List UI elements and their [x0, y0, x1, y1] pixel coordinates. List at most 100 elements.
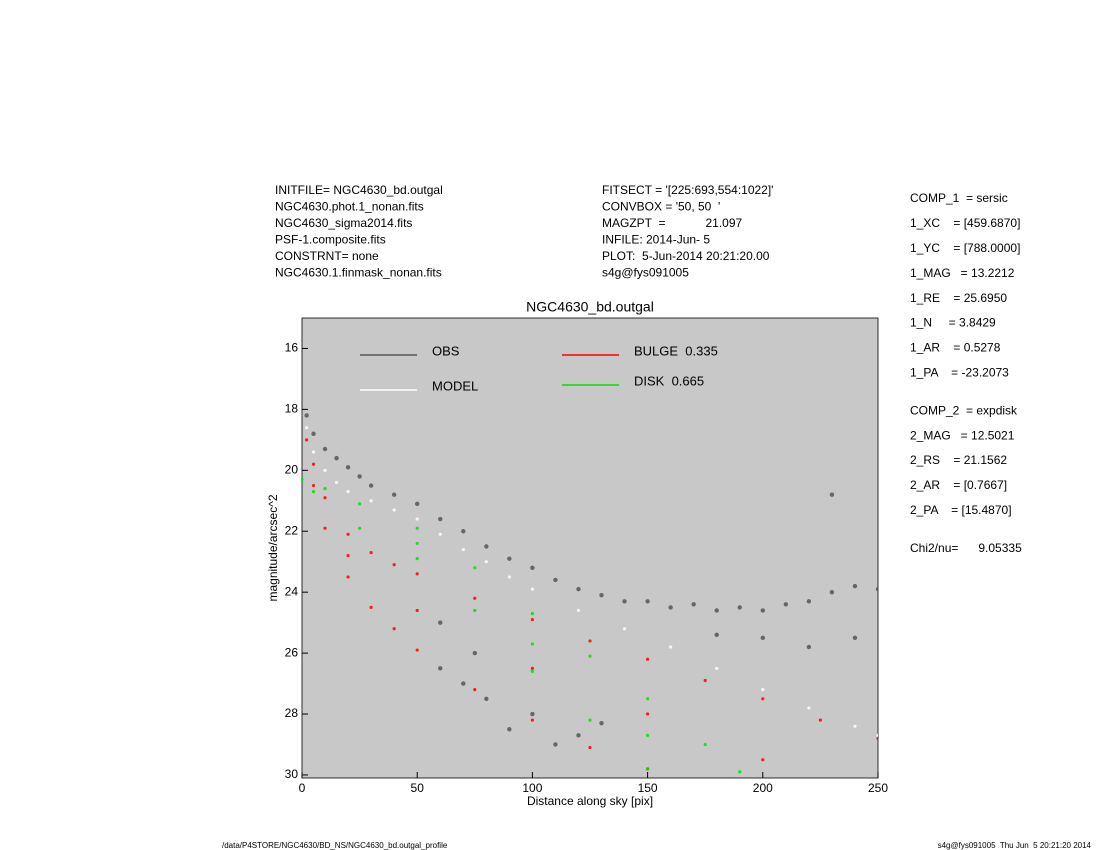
data-point [530, 666, 535, 670]
data-point [807, 706, 811, 710]
data-point [646, 697, 650, 701]
fit-parameter: 1_XC = [459.6870] [910, 216, 1020, 230]
fit-parameter: Chi2/nu= 9.05335 [910, 541, 1022, 555]
data-point [472, 650, 477, 656]
x-tick-label: 0 [299, 781, 306, 795]
data-point [415, 648, 419, 652]
y-tick-label: 16 [285, 341, 299, 355]
data-point [530, 611, 535, 616]
data-point [415, 501, 420, 507]
fit-parameter: 1_RE = 25.6950 [910, 291, 1007, 305]
fit-parameter: 1_PA = -23.2073 [910, 365, 1009, 379]
data-point [311, 450, 316, 454]
data-point [576, 586, 581, 592]
data-point [599, 593, 604, 598]
data-point [415, 541, 419, 546]
y-axis-label: magnitude/arcsec^2 [266, 494, 280, 601]
data-point [646, 712, 650, 716]
data-point [322, 446, 328, 452]
data-point [415, 517, 419, 521]
footer-stamp: s4g@fys091005 Thu Jun 5 20:21:20 2014 [938, 841, 1092, 850]
header-line: FITSECT = '[225:693,554:1022]' [602, 183, 773, 197]
y-tick-label: 24 [285, 584, 299, 598]
data-point [761, 697, 765, 701]
data-point [473, 608, 477, 613]
data-point [305, 426, 309, 430]
fit-parameter: 1_AR = 0.5278 [910, 341, 1001, 355]
data-point [369, 605, 373, 610]
data-point [507, 575, 511, 579]
data-point [714, 608, 719, 613]
data-point [369, 499, 373, 503]
data-point [714, 632, 719, 638]
data-point [530, 565, 535, 571]
data-point [588, 639, 592, 643]
header-line: s4g@fys091005 [602, 266, 689, 280]
header-line: PLOT: 5-Jun-2014 20:21:20.00 [602, 249, 770, 263]
data-point [806, 644, 812, 650]
data-point [530, 669, 535, 673]
data-point [345, 465, 351, 470]
x-axis-label: Distance along sky [pix] [527, 794, 653, 808]
data-point [484, 544, 489, 549]
data-point [806, 599, 812, 604]
data-point [323, 468, 327, 472]
header-line: MAGZPT = 21.097 [602, 216, 742, 230]
data-point [507, 727, 512, 732]
data-point [737, 605, 742, 610]
plot-area [301, 317, 879, 779]
data-point [876, 733, 878, 737]
x-tick-label: 150 [638, 781, 658, 795]
x-tick-label: 50 [411, 781, 425, 795]
data-point [853, 724, 857, 728]
header-line: NGC4630.1.finmask_nonan.fits [275, 266, 442, 280]
data-point [622, 627, 627, 631]
header-line: INITFILE= NGC4630_bd.outgal [275, 183, 443, 197]
fit-parameter: COMP_2 = expdisk [910, 403, 1018, 417]
data-point [415, 608, 419, 613]
data-point [461, 547, 465, 552]
data-point [357, 474, 362, 479]
fit-parameter: 1_YC = [788.0000] [910, 241, 1020, 255]
data-point [484, 696, 489, 701]
data-point [323, 526, 327, 530]
data-point [473, 688, 477, 692]
data-point [392, 627, 396, 631]
data-point [438, 620, 443, 625]
data-point [311, 431, 316, 436]
data-point [346, 490, 350, 494]
fit-parameter: 1_N = 3.8429 [910, 316, 996, 330]
data-point [599, 720, 604, 726]
data-point [588, 745, 592, 750]
data-point [576, 608, 581, 613]
y-tick-label: 26 [285, 645, 299, 659]
data-point [323, 486, 327, 491]
data-point [415, 526, 419, 530]
data-point [334, 480, 339, 485]
legend-label: OBS [432, 343, 460, 358]
data-point [358, 526, 362, 530]
data-point [461, 681, 466, 686]
data-point [646, 733, 650, 737]
data-point [473, 596, 477, 600]
fit-parameter: 1_MAG = 13.2212 [910, 266, 1015, 280]
x-tick-label: 100 [522, 781, 542, 795]
fit-parameter: 2_PA = [15.4870] [910, 503, 1012, 517]
data-point [302, 477, 304, 482]
y-tick-label: 20 [285, 462, 299, 476]
data-point [438, 666, 443, 671]
data-point [304, 413, 309, 418]
x-tick-label: 250 [868, 781, 888, 795]
legend-label: DISK 0.665 [634, 373, 704, 388]
data-point [760, 608, 765, 613]
data-point [761, 758, 765, 762]
data-point [392, 563, 396, 567]
data-point [829, 589, 835, 595]
data-point [588, 654, 592, 658]
data-point [530, 617, 535, 622]
y-tick-label: 30 [285, 767, 299, 781]
fit-parameter: COMP_1 = sersic [910, 191, 1008, 205]
header-line: NGC4630.phot.1_nonan.fits [275, 200, 424, 214]
data-point [783, 602, 789, 607]
data-point [829, 492, 835, 497]
